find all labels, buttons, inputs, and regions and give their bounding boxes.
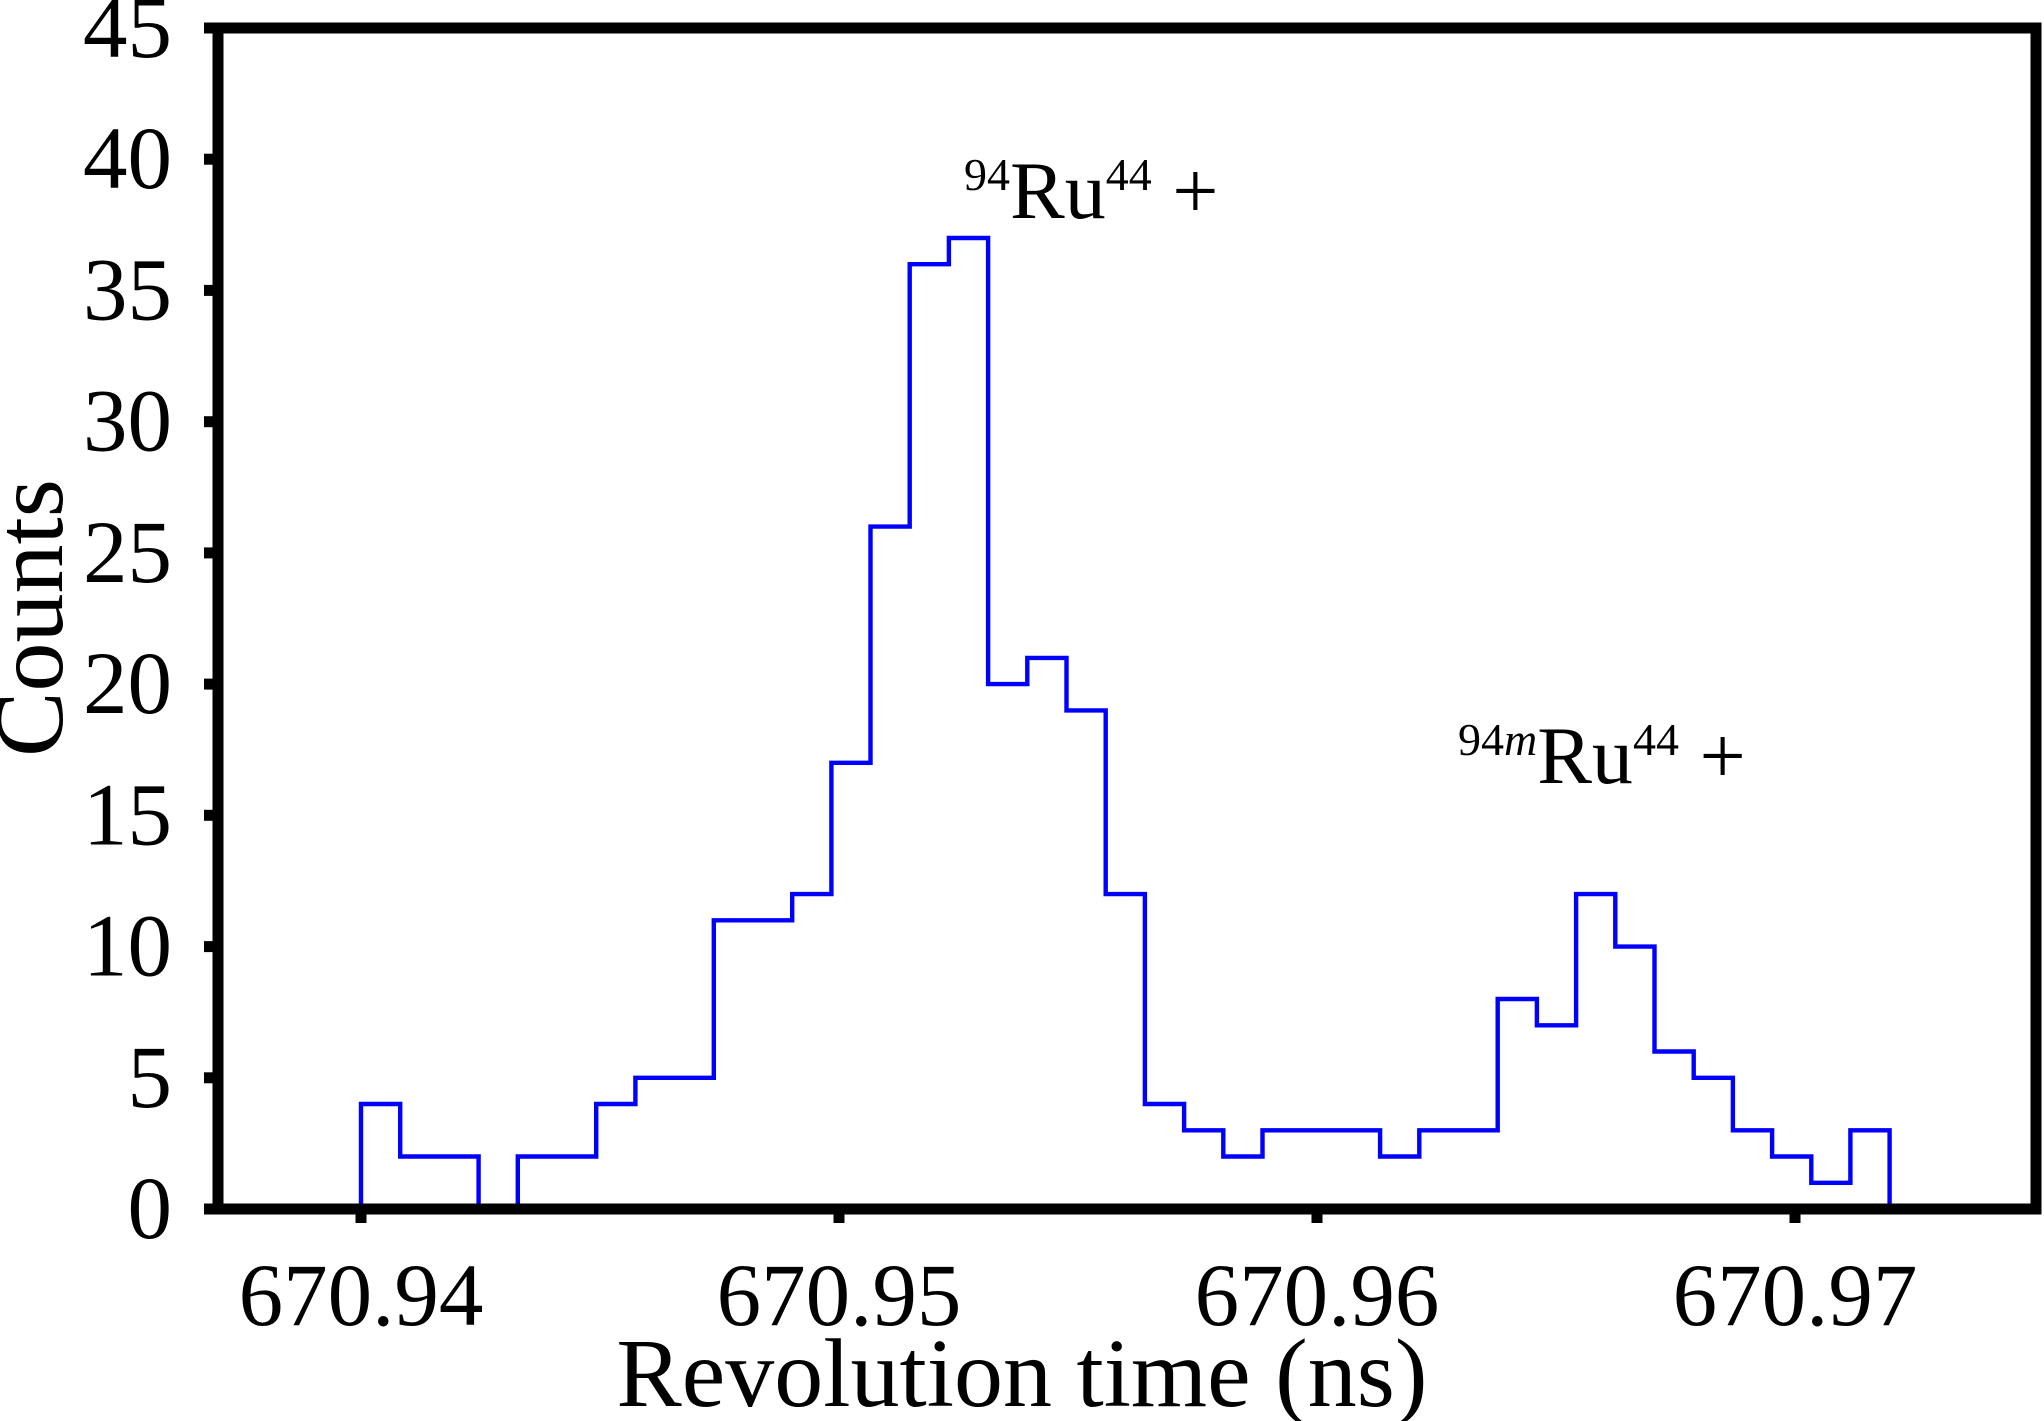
svg-text:670.94: 670.94 bbox=[239, 1247, 484, 1345]
svg-text:20: 20 bbox=[83, 635, 172, 733]
svg-text:35: 35 bbox=[83, 241, 172, 339]
svg-text:Counts: Counts bbox=[0, 479, 84, 757]
svg-text:10: 10 bbox=[83, 898, 172, 996]
svg-text:30: 30 bbox=[83, 373, 172, 471]
svg-text:45: 45 bbox=[83, 0, 172, 77]
svg-text:94mRu44 +: 94mRu44 + bbox=[1458, 710, 1746, 801]
svg-text:0: 0 bbox=[128, 1160, 173, 1258]
svg-text:670.97: 670.97 bbox=[1673, 1247, 1918, 1345]
svg-text:15: 15 bbox=[83, 766, 172, 864]
svg-text:40: 40 bbox=[83, 110, 172, 208]
svg-text:25: 25 bbox=[83, 504, 172, 602]
svg-text:94Ru44 +: 94Ru44 + bbox=[964, 145, 1218, 236]
svg-text:5: 5 bbox=[128, 1029, 173, 1127]
svg-text:Revolution time (ns): Revolution time (ns) bbox=[616, 1320, 1427, 1421]
